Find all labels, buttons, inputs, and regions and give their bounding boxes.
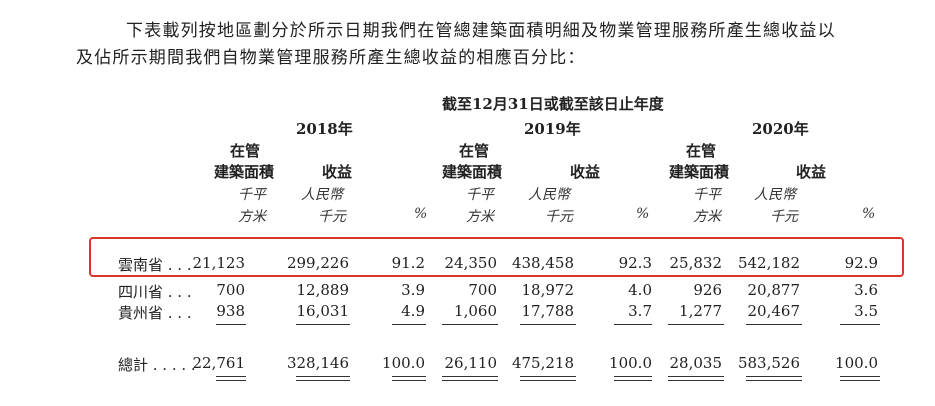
gfa-unit-2018-b: 方米 xyxy=(238,209,266,225)
year-header-2018: 2018年 xyxy=(296,120,353,138)
subtotal-rule xyxy=(746,324,802,325)
gfa-header-2018-b: 建築面積 xyxy=(214,163,275,181)
total-double-rule xyxy=(520,376,576,381)
year-header-2019: 2019年 xyxy=(524,120,581,138)
subtotal-rule xyxy=(392,324,426,325)
table-cell: 16,031 xyxy=(296,302,350,320)
revenue-header-2018: 收益 xyxy=(322,163,353,181)
total-cell: 100.0 xyxy=(609,354,652,372)
table-cell: 17,788 xyxy=(521,302,575,320)
pct-header-2018: % xyxy=(414,206,428,222)
table-cell: 926 xyxy=(693,281,722,299)
total-double-rule xyxy=(392,376,426,381)
table-cell: 1,060 xyxy=(454,302,497,320)
intro-line-2: 及佔所示期間我們自物業管理服務所產生總收益的相應百分比： xyxy=(76,48,586,68)
table-cell: 700 xyxy=(468,281,497,299)
table-cell: 542,182 xyxy=(737,254,800,272)
table-cell: 3.5 xyxy=(854,302,878,320)
rev-unit-2020-a: 人民幣 xyxy=(754,187,796,203)
table-cell: 12,889 xyxy=(296,281,350,299)
total-cell: 475,218 xyxy=(511,354,574,372)
table-cell: 21,123 xyxy=(192,254,246,272)
total-double-rule xyxy=(746,376,802,381)
gfa-unit-2020-a: 千平 xyxy=(693,187,721,203)
table-cell: 3.9 xyxy=(401,281,425,299)
table-cell: 299,226 xyxy=(286,254,349,272)
table-cell: 24,350 xyxy=(444,254,498,272)
rev-unit-2020-b: 千元 xyxy=(770,209,798,225)
intro-line-1: 下表載列按地區劃分於所示日期我們在管總建築面積明細及物業管理服務所產生總收益以 xyxy=(126,21,836,41)
table-cell: 92.9 xyxy=(844,254,878,272)
table-cell: 20,877 xyxy=(747,281,801,299)
total-cell: 328,146 xyxy=(286,354,349,372)
gfa-header-2018-a: 在管 xyxy=(230,142,261,160)
region-label-yunnan: 雲南省 . . . xyxy=(118,256,192,274)
table-cell: 25,832 xyxy=(669,254,723,272)
gfa-header-2020-b: 建築面積 xyxy=(669,163,730,181)
gfa-unit-2019-a: 千平 xyxy=(466,187,494,203)
region-label-sichuan: 四川省 . . . xyxy=(118,283,192,301)
total-double-rule xyxy=(840,376,880,381)
revenue-header-2019: 收益 xyxy=(570,163,601,181)
gfa-unit-2020-b: 方米 xyxy=(693,209,721,225)
total-double-rule xyxy=(216,376,246,381)
region-label-guizhou: 貴州省 . . . xyxy=(118,304,192,322)
gfa-unit-2018-a: 千平 xyxy=(238,187,266,203)
total-cell: 100.0 xyxy=(382,354,425,372)
yunnan-row-highlight xyxy=(89,237,904,277)
total-cell: 26,110 xyxy=(444,354,498,372)
year-header-2020: 2020年 xyxy=(752,120,809,138)
table-cell: 4.0 xyxy=(628,281,652,299)
subtotal-rule xyxy=(296,324,350,325)
total-label: 總計 . . . . . xyxy=(118,356,196,374)
period-header: 截至12月31日或截至該日止年度 xyxy=(442,95,664,113)
table-cell: 92.3 xyxy=(618,254,652,272)
gfa-header-2019-a: 在管 xyxy=(459,142,490,160)
rev-unit-2018-a: 人民幣 xyxy=(301,187,343,203)
subtotal-rule xyxy=(216,324,246,325)
subtotal-rule xyxy=(520,324,576,325)
table-cell: 91.2 xyxy=(391,254,425,272)
total-double-rule xyxy=(296,376,350,381)
table-cell: 3.7 xyxy=(628,302,652,320)
total-double-rule xyxy=(614,376,652,381)
gfa-unit-2019-b: 方米 xyxy=(466,209,494,225)
subtotal-rule xyxy=(614,324,652,325)
total-double-rule xyxy=(668,376,724,381)
table-cell: 18,972 xyxy=(521,281,575,299)
table-cell: 700 xyxy=(216,281,245,299)
total-cell: 583,526 xyxy=(737,354,800,372)
revenue-header-2020: 收益 xyxy=(796,163,827,181)
subtotal-rule xyxy=(840,324,880,325)
table-cell: 438,458 xyxy=(511,254,574,272)
pct-header-2020: % xyxy=(862,206,876,222)
rev-unit-2019-a: 人民幣 xyxy=(528,187,570,203)
gfa-header-2019-b: 建築面積 xyxy=(442,163,503,181)
total-double-rule xyxy=(442,376,498,381)
table-cell: 1,277 xyxy=(679,302,722,320)
table-cell: 20,467 xyxy=(747,302,801,320)
rev-unit-2018-b: 千元 xyxy=(318,209,346,225)
subtotal-rule xyxy=(668,324,724,325)
rev-unit-2019-b: 千元 xyxy=(545,209,573,225)
table-cell: 938 xyxy=(216,302,245,320)
table-cell: 3.6 xyxy=(854,281,878,299)
gfa-header-2020-a: 在管 xyxy=(686,142,717,160)
pct-header-2019: % xyxy=(636,206,650,222)
subtotal-rule xyxy=(442,324,498,325)
total-cell: 28,035 xyxy=(669,354,723,372)
total-cell: 100.0 xyxy=(835,354,878,372)
table-cell: 4.9 xyxy=(401,302,425,320)
total-cell: 22,761 xyxy=(192,354,246,372)
